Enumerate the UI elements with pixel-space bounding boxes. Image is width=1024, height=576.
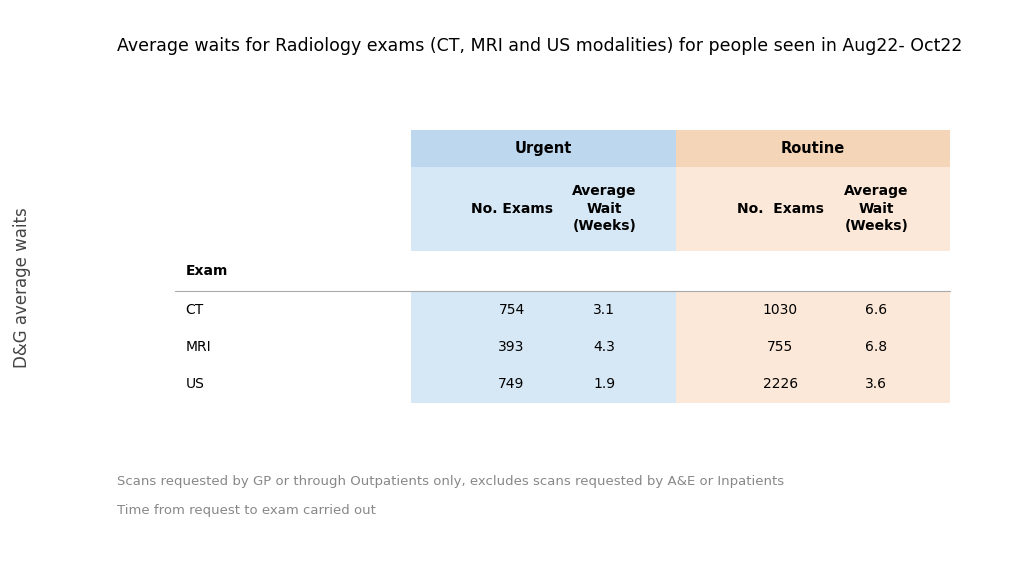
Text: Average waits for Radiology exams (CT, MRI and US modalities) for people seen in: Average waits for Radiology exams (CT, M… — [117, 37, 962, 55]
Bar — [411, 328, 676, 366]
Text: Scans requested by GP or through Outpatients only, excludes scans requested by A: Scans requested by GP or through Outpati… — [117, 475, 783, 488]
Text: 3.6: 3.6 — [865, 377, 887, 392]
Text: Average
Wait
(Weeks): Average Wait (Weeks) — [572, 184, 637, 233]
Text: 755: 755 — [767, 340, 794, 354]
Bar — [411, 167, 676, 251]
Text: 1030: 1030 — [763, 302, 798, 317]
Text: 6.6: 6.6 — [865, 302, 888, 317]
Text: 4.3: 4.3 — [593, 340, 615, 354]
Bar — [411, 366, 676, 403]
Text: 393: 393 — [499, 340, 524, 354]
Bar — [676, 366, 950, 403]
Bar — [411, 291, 676, 328]
Text: Routine: Routine — [781, 141, 845, 156]
Text: Average
Wait
(Weeks): Average Wait (Weeks) — [844, 184, 908, 233]
Bar — [676, 130, 950, 167]
Text: D&G average waits: D&G average waits — [12, 207, 31, 369]
Bar — [676, 291, 950, 328]
Text: 6.8: 6.8 — [865, 340, 888, 354]
Bar — [676, 328, 950, 366]
Text: 749: 749 — [499, 377, 524, 392]
Text: 1.9: 1.9 — [593, 377, 615, 392]
Text: Exam: Exam — [185, 264, 227, 278]
Text: Urgent: Urgent — [515, 141, 572, 156]
Text: No.  Exams: No. Exams — [736, 202, 823, 216]
Text: US: US — [185, 377, 204, 392]
Text: 2226: 2226 — [763, 377, 798, 392]
Bar — [676, 167, 950, 251]
Text: 3.1: 3.1 — [593, 302, 615, 317]
Text: Time from request to exam carried out: Time from request to exam carried out — [117, 504, 376, 517]
Text: MRI: MRI — [185, 340, 211, 354]
Text: 754: 754 — [499, 302, 524, 317]
Text: CT: CT — [185, 302, 204, 317]
Text: No. Exams: No. Exams — [471, 202, 553, 216]
Bar — [411, 130, 676, 167]
